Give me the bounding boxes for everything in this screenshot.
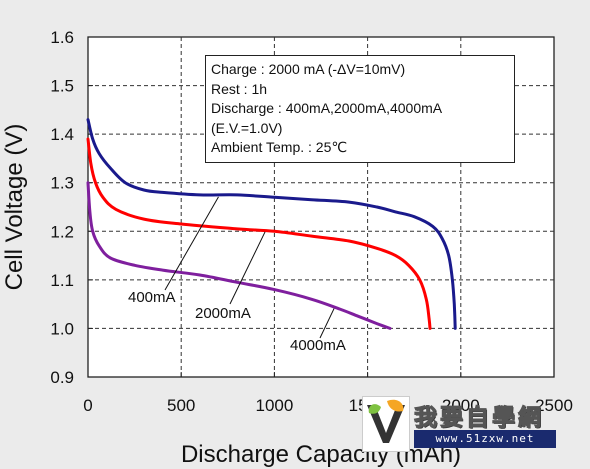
x-tick-label: 2000 <box>442 396 480 415</box>
watermark-logo-icon <box>362 396 410 452</box>
y-axis-title: Cell Voltage (V) <box>1 124 28 291</box>
y-axis: 0.9 1.0 1.1 1.2 1.3 1.4 1.5 1.6 <box>50 28 93 387</box>
y-tick-label: 1.2 <box>50 222 74 241</box>
annotation-leader-400ma <box>164 196 219 291</box>
x-tick-label: 0 <box>83 396 92 415</box>
series-lines <box>86 118 457 330</box>
test-conditions-box: Charge : 2000 mA (-ΔV=10mV) Rest : 1h Di… <box>205 55 515 163</box>
info-line-discharge: Discharge : 400mA,2000mA,4000mA <box>211 100 443 116</box>
y-tick-label: 1.1 <box>50 271 74 290</box>
x-tick-label: 1000 <box>255 396 293 415</box>
y-tick-label: 1.4 <box>50 125 74 144</box>
series-line-2000ma <box>86 137 432 330</box>
series-line-4000ma <box>86 181 392 330</box>
series-line-400ma <box>86 118 457 330</box>
info-line-ambient-temp: Ambient Temp. : 25℃ <box>211 139 348 155</box>
y-tick-label: 1.6 <box>50 28 74 47</box>
y-tick-label: 0.9 <box>50 368 74 387</box>
annotation-leader-4000ma <box>319 308 335 339</box>
info-line-rest: Rest : 1h <box>211 80 268 97</box>
watermark-url: www.51zxw.net <box>414 430 556 448</box>
y-tick-label: 1.5 <box>50 77 74 96</box>
info-line-end-voltage: (E.V.=1.0V) <box>211 119 283 136</box>
info-line-charge: Charge : 2000 mA (-ΔV=10mV) <box>211 61 406 77</box>
annotation-400ma: 400mA <box>128 289 176 306</box>
annotation-leader-2000ma <box>229 231 266 305</box>
x-tick-label: 2500 <box>535 396 573 415</box>
watermark: 我要自學網 www.51zxw.net <box>362 396 558 452</box>
x-tick-label: 500 <box>167 396 195 415</box>
annotation-4000ma: 4000mA <box>290 337 346 354</box>
annotation-leaders <box>164 196 335 339</box>
y-tick-label: 1.3 <box>50 174 74 193</box>
watermark-text: 我要自學網 <box>414 405 544 432</box>
annotation-2000ma: 2000mA <box>195 305 251 322</box>
y-tick-label: 1.0 <box>50 319 74 338</box>
